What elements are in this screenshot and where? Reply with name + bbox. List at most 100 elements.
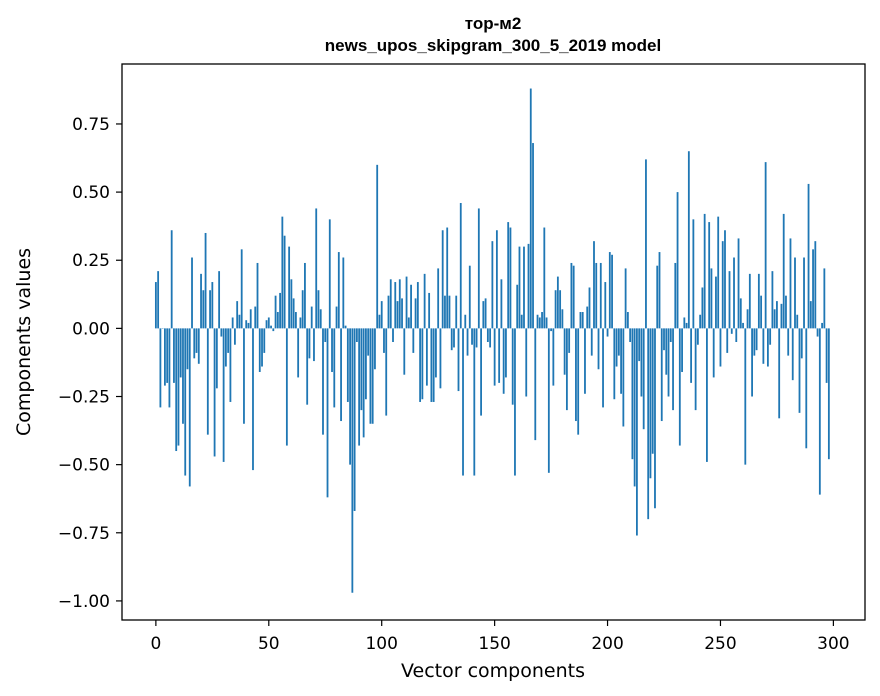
bar-162 — [520, 314, 523, 329]
bar-52 — [272, 328, 275, 332]
bar-121 — [428, 292, 431, 329]
bar-220 — [651, 328, 654, 454]
bar-116 — [416, 282, 419, 329]
bar-57 — [283, 235, 286, 329]
bar-186 — [575, 328, 577, 422]
bar-104 — [389, 279, 392, 329]
bar-176 — [552, 328, 555, 386]
bar-1 — [157, 271, 160, 329]
bar-160 — [516, 284, 519, 329]
bar-55 — [279, 292, 281, 329]
bar-209 — [626, 312, 629, 329]
bar-259 — [739, 298, 742, 329]
bar-227 — [667, 328, 670, 397]
bar-174 — [547, 328, 550, 473]
bar-171 — [541, 312, 543, 329]
bar-287 — [803, 257, 805, 329]
bar-214 — [638, 328, 641, 362]
bar-63 — [297, 328, 300, 378]
bar-60 — [290, 279, 293, 329]
bar-253 — [726, 328, 729, 353]
bar-26 — [213, 328, 216, 457]
bar-136 — [462, 328, 464, 476]
bar-144 — [480, 328, 482, 416]
bar-132 — [453, 328, 455, 348]
bar-172 — [543, 227, 546, 329]
x-tick-label: 150 — [478, 634, 510, 654]
bar-250 — [719, 328, 722, 367]
bar-262 — [746, 309, 749, 329]
bar-85 — [346, 328, 349, 402]
bar-72 — [317, 290, 320, 329]
bar-77 — [328, 219, 331, 329]
bar-131 — [450, 328, 453, 351]
y-tick-label: 0.50 — [72, 183, 110, 203]
bar-268 — [760, 295, 763, 329]
bar-196 — [597, 328, 600, 370]
bar-197 — [599, 262, 602, 329]
bar-202 — [611, 254, 613, 329]
bar-292 — [814, 241, 817, 329]
bar-82 — [340, 328, 342, 422]
bar-235 — [685, 322, 688, 329]
bar-163 — [523, 246, 525, 329]
bar-129 — [446, 227, 449, 329]
bar-270 — [764, 162, 767, 329]
bar-108 — [398, 279, 401, 329]
bar-293 — [816, 328, 819, 337]
bar-119 — [423, 273, 426, 329]
bar-23 — [206, 328, 209, 435]
bar-154 — [502, 328, 505, 394]
bar-255 — [730, 328, 733, 334]
bar-8 — [173, 328, 175, 383]
bar-298 — [827, 328, 830, 460]
bar-284 — [796, 314, 799, 329]
bar-169 — [536, 314, 539, 329]
bar-280 — [787, 328, 790, 356]
bar-140 — [471, 328, 473, 345]
y-tick-label: 0.00 — [72, 319, 110, 339]
bar-244 — [706, 328, 708, 462]
bar-78 — [331, 328, 333, 372]
bar-156 — [507, 222, 510, 329]
bar-296 — [823, 268, 826, 329]
bar-257 — [735, 328, 738, 342]
bar-76 — [326, 328, 329, 498]
bar-44 — [254, 306, 257, 329]
bar-89 — [355, 328, 358, 342]
bar-30 — [222, 328, 225, 462]
bar-181 — [563, 328, 566, 375]
bar-185 — [572, 265, 575, 329]
bar-139 — [468, 265, 471, 329]
bar-22 — [204, 232, 207, 329]
bar-149 — [491, 241, 494, 329]
bar-147 — [486, 328, 489, 342]
bar-98 — [376, 164, 379, 329]
bar-200 — [606, 328, 609, 337]
bar-205 — [617, 328, 620, 356]
bar-283 — [794, 257, 796, 329]
bar-231 — [676, 192, 679, 329]
bar-40 — [245, 320, 248, 329]
bar-241 — [699, 314, 702, 329]
bar-59 — [288, 246, 291, 329]
bar-48 — [263, 328, 266, 353]
y-tick-label: −0.50 — [58, 456, 110, 476]
bar-206 — [620, 328, 622, 394]
bar-275 — [776, 301, 778, 329]
bar-38 — [240, 249, 243, 329]
bar-216 — [642, 328, 645, 430]
bar-238 — [692, 219, 695, 329]
bar-21 — [202, 290, 205, 329]
bar-187 — [577, 328, 580, 435]
bar-145 — [482, 301, 485, 329]
bar-277 — [780, 303, 783, 329]
bar-133 — [455, 295, 458, 329]
bar-15 — [188, 328, 191, 487]
x-tick-label: 200 — [591, 634, 623, 654]
bar-245 — [708, 222, 711, 329]
bar-233 — [681, 328, 683, 372]
bar-135 — [459, 203, 462, 329]
bar-87 — [351, 328, 354, 593]
